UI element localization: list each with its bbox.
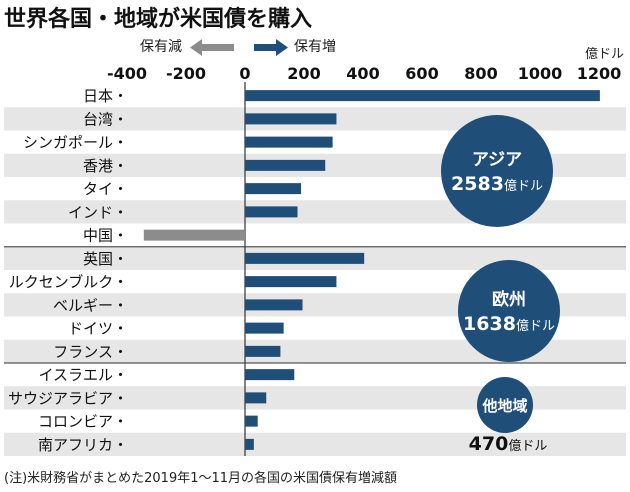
bar-9 bbox=[245, 276, 337, 288]
category-label: 英国・ bbox=[83, 250, 128, 268]
group-total: 2583億ドル bbox=[451, 173, 543, 195]
x-tick-label: 800 bbox=[464, 64, 497, 83]
bar-6 bbox=[245, 206, 298, 218]
category-label: 香港・ bbox=[83, 157, 128, 175]
x-tick-label: 0 bbox=[239, 64, 250, 83]
category-label: 南アフリカ・ bbox=[38, 436, 128, 454]
group-name: 欧州 bbox=[492, 289, 526, 310]
category-label: フランス・ bbox=[53, 343, 128, 361]
category-label: ルクセンブルク・ bbox=[9, 273, 128, 291]
group-name: 他地域 bbox=[481, 397, 527, 415]
category-label: 台湾・ bbox=[83, 110, 128, 128]
legend: 保有減 保有増 bbox=[140, 38, 336, 56]
right-arrow-icon bbox=[254, 39, 288, 56]
group-bubble bbox=[477, 377, 533, 433]
x-tick-label: 1200 bbox=[577, 64, 622, 83]
bar-8 bbox=[245, 252, 365, 264]
category-label: ドイツ・ bbox=[68, 320, 128, 338]
row-stripe bbox=[4, 339, 626, 363]
x-tick-label: 200 bbox=[287, 64, 320, 83]
bar-5 bbox=[245, 183, 302, 195]
category-label: ベルギー・ bbox=[53, 296, 128, 314]
bar-1 bbox=[245, 90, 600, 102]
bar-15 bbox=[245, 415, 258, 427]
bar-3 bbox=[245, 136, 333, 148]
bar-11 bbox=[245, 322, 284, 334]
legend-increase-label: 保有増 bbox=[294, 39, 336, 55]
bar-2 bbox=[245, 113, 337, 125]
group-total: 1638億ドル bbox=[463, 313, 555, 335]
category-label: インド・ bbox=[68, 203, 128, 221]
legend-decrease-label: 保有減 bbox=[140, 38, 182, 55]
category-label: シンガポール・ bbox=[23, 134, 128, 152]
group-bubble bbox=[441, 115, 553, 227]
category-label: 日本・ bbox=[83, 87, 128, 105]
row-stripe bbox=[4, 432, 626, 456]
bar-10 bbox=[245, 299, 303, 311]
x-tick-label: 400 bbox=[346, 64, 379, 83]
category-label: 中国・ bbox=[83, 227, 128, 245]
category-label: タイ・ bbox=[83, 180, 128, 198]
x-tick-label: -200 bbox=[166, 64, 206, 83]
left-arrow-icon bbox=[190, 39, 234, 56]
category-label: コロンビア・ bbox=[38, 413, 128, 431]
bar-14 bbox=[245, 392, 267, 404]
chart-title: 世界各国・地域が米国債を購入 bbox=[4, 6, 312, 32]
footnote: (注)米財務省がまとめた2019年1〜11月の各国の米国債保有増減額 bbox=[4, 470, 397, 486]
bar-12 bbox=[245, 345, 281, 357]
category-label: サウジアラビア・ bbox=[8, 389, 128, 407]
group-total: 470億ドル bbox=[469, 433, 548, 455]
row-stripe bbox=[4, 386, 626, 410]
group-bubble bbox=[458, 260, 560, 362]
group-name: アジア bbox=[472, 150, 522, 170]
unit-label: 億ドル bbox=[585, 46, 624, 62]
bar-16 bbox=[245, 438, 254, 450]
bar-4 bbox=[245, 159, 326, 171]
category-label: イスラエル・ bbox=[38, 366, 128, 384]
bar-13 bbox=[245, 369, 295, 381]
bar-7 bbox=[143, 229, 245, 241]
x-tick-label: -400 bbox=[107, 64, 147, 83]
x-tick-label: 600 bbox=[405, 64, 438, 83]
x-tick-label: 1000 bbox=[518, 64, 563, 83]
